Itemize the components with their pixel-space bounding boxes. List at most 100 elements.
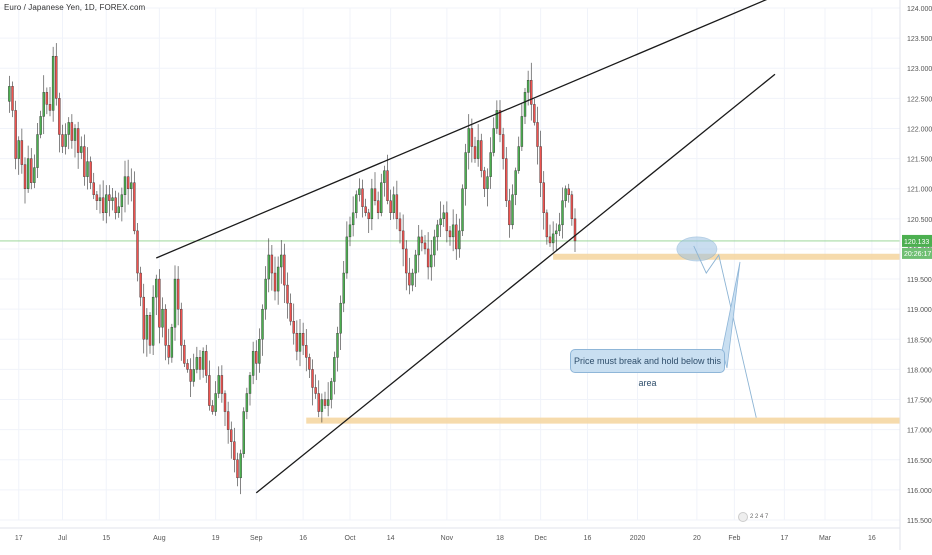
candle-body [42, 92, 45, 117]
x-tick-label: 15 [102, 535, 110, 542]
candle-down [142, 283, 145, 354]
candle-body [58, 98, 61, 135]
candle-body [367, 212, 370, 220]
candle-body [523, 92, 527, 117]
candle-body [298, 333, 302, 352]
candle-down [445, 201, 449, 243]
candle-down [533, 98, 536, 126]
candle-body [133, 182, 136, 232]
candle-down [395, 180, 399, 230]
candle-body [20, 140, 24, 165]
candle-body [280, 254, 283, 268]
candle-body [483, 170, 486, 189]
candle-body [473, 146, 477, 159]
candle-up [451, 209, 455, 252]
y-tick-label: 122.500 [907, 96, 932, 103]
candle-body [480, 140, 483, 171]
candle-down [505, 147, 508, 208]
candle-body [317, 393, 320, 412]
countdown-text: 20:26:17 [904, 251, 931, 258]
candle-down [270, 245, 274, 291]
candle-body [267, 254, 270, 280]
candle-up [442, 204, 445, 227]
x-tick-label: 18 [496, 535, 504, 542]
candle-body [86, 161, 89, 177]
candle-up [239, 449, 242, 495]
candle-down [158, 269, 161, 344]
candle-down [14, 100, 17, 170]
candle-body [467, 128, 470, 153]
candle-up [348, 216, 352, 247]
candle-body [164, 308, 167, 346]
candle-down [542, 171, 545, 230]
candle-body [186, 363, 189, 370]
candle-down [233, 427, 236, 473]
candle-up [105, 185, 108, 224]
candle-up [345, 221, 349, 279]
highlight-ellipse [676, 236, 718, 262]
candle-body [233, 441, 236, 460]
candle-body [492, 128, 495, 153]
candle-body [439, 218, 442, 226]
candle-body [426, 248, 430, 268]
candle-body [398, 218, 402, 232]
candle-up [161, 297, 164, 338]
y-tick-label: 121.000 [907, 187, 932, 194]
candle-up [564, 185, 567, 208]
candle-body [311, 369, 314, 388]
candle-up [333, 351, 336, 395]
y-tick-label: 119.500 [907, 277, 932, 284]
candle-down [108, 185, 111, 217]
candle-down [473, 136, 477, 163]
candle-body [170, 327, 174, 358]
candle-body [217, 375, 220, 394]
candle-body [105, 194, 108, 214]
candle-down [48, 86, 52, 117]
candle-body [442, 212, 445, 220]
candle-up [351, 196, 355, 237]
candle-body [33, 167, 36, 183]
candle-up [486, 168, 489, 207]
candle-body [520, 116, 524, 147]
candle-down [286, 272, 289, 319]
symbol-title: Euro / Japanese Yen, 1D, FOREX.com [4, 3, 146, 12]
candle-body [308, 357, 311, 370]
x-tick-label: Mar [819, 535, 832, 542]
candle-body [333, 357, 336, 382]
candle-down [386, 154, 389, 205]
y-tick-label: 124.000 [907, 6, 932, 13]
candle-down [89, 156, 92, 190]
candle-up [214, 381, 217, 416]
candle-down [83, 134, 86, 186]
candle-body [558, 224, 561, 232]
candles [8, 43, 577, 495]
candle-down [567, 183, 570, 203]
candle-body [173, 278, 177, 328]
x-tick-label: 16 [868, 535, 876, 542]
candle-down [483, 166, 486, 198]
candle-up [461, 184, 464, 237]
candle-body [511, 194, 514, 226]
candle-body [573, 218, 577, 242]
candle-body [561, 200, 564, 226]
candle-up [411, 268, 414, 292]
candle-body [401, 230, 405, 250]
candle-body [148, 315, 152, 346]
candle-down [455, 213, 458, 260]
candle-down [539, 130, 542, 198]
candle-down [408, 257, 411, 295]
candle-up [439, 201, 442, 238]
candle-down [180, 302, 183, 361]
candle-body [151, 296, 155, 346]
candle-up [417, 225, 420, 273]
candle-down [373, 172, 377, 206]
candle-body [45, 92, 49, 105]
candle-body [348, 224, 352, 238]
candle-body [358, 188, 361, 195]
current-price-box [902, 234, 932, 247]
candle-body [255, 351, 258, 364]
candle-down [70, 114, 74, 149]
candle-body [411, 272, 414, 286]
